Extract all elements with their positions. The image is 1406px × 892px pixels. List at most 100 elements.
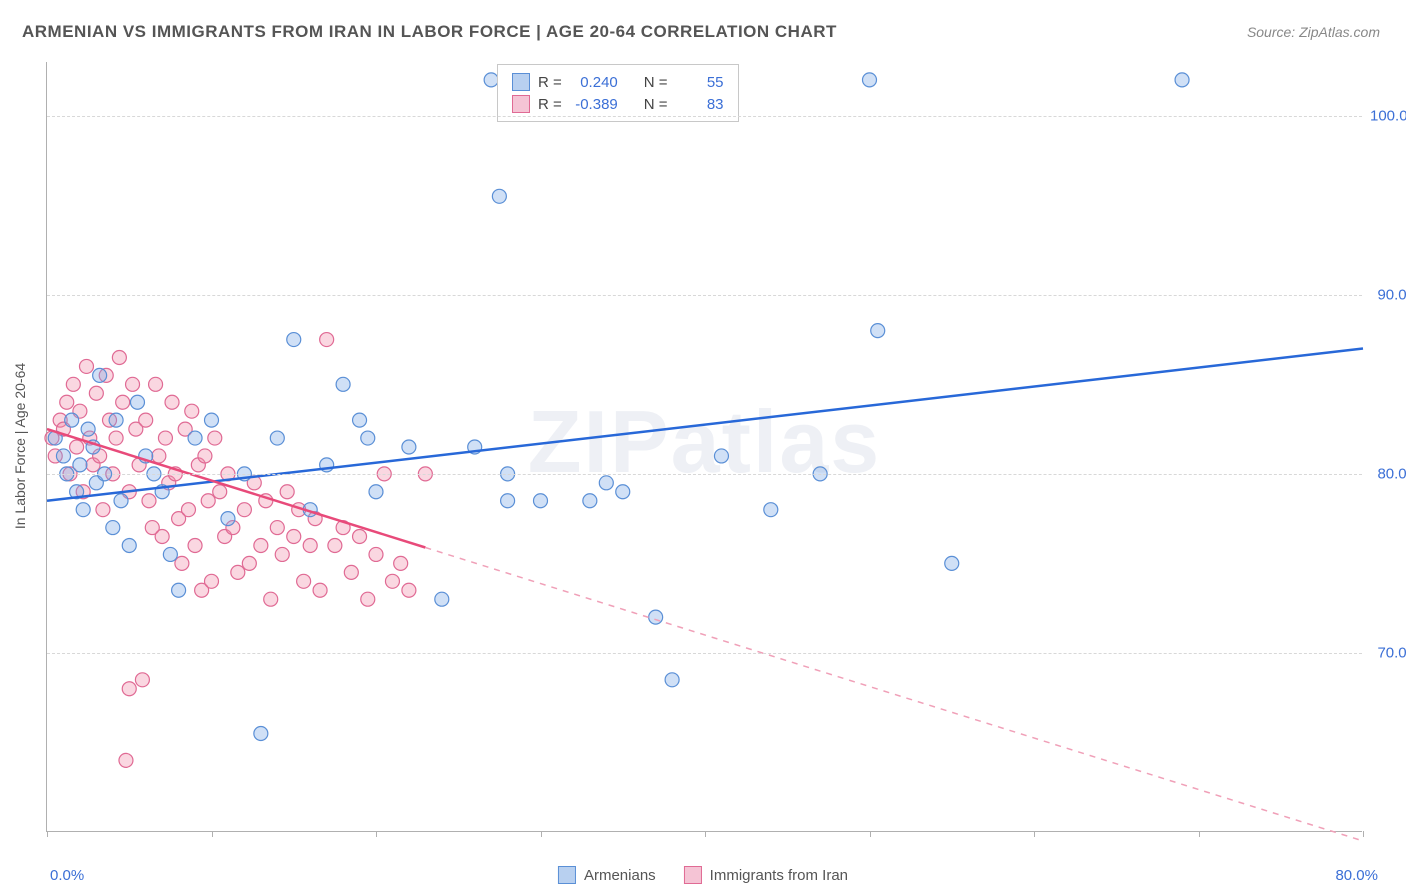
- stats-row: R =-0.389N =83: [512, 93, 724, 115]
- scatter-point: [163, 547, 177, 561]
- x-tick: [1034, 831, 1035, 837]
- scatter-point: [96, 503, 110, 517]
- scatter-point: [56, 449, 70, 463]
- scatter-point: [155, 530, 169, 544]
- x-tick: [1199, 831, 1200, 837]
- scatter-point: [60, 395, 74, 409]
- scatter-point: [149, 377, 163, 391]
- scatter-point: [287, 530, 301, 544]
- scatter-point: [871, 324, 885, 338]
- gridline-h: [47, 474, 1362, 475]
- scatter-point: [328, 538, 342, 552]
- scatter-point: [81, 422, 95, 436]
- scatter-point: [165, 395, 179, 409]
- scatter-point: [254, 538, 268, 552]
- scatter-point: [280, 485, 294, 499]
- scatter-point: [385, 574, 399, 588]
- scatter-point: [649, 610, 663, 624]
- x-tick: [870, 831, 871, 837]
- legend-swatch: [558, 866, 576, 884]
- scatter-point: [303, 538, 317, 552]
- scatter-point: [242, 556, 256, 570]
- legend-swatch: [512, 73, 530, 91]
- x-axis-min-label: 0.0%: [50, 867, 84, 884]
- scatter-point: [172, 583, 186, 597]
- x-tick: [1363, 831, 1364, 837]
- scatter-point: [764, 503, 778, 517]
- scatter-point: [270, 521, 284, 535]
- scatter-point: [945, 556, 959, 570]
- scatter-point: [287, 333, 301, 347]
- legend-label: Armenians: [584, 867, 656, 884]
- legend-swatch: [512, 95, 530, 113]
- x-tick: [212, 831, 213, 837]
- legend-item: Immigrants from Iran: [684, 866, 848, 884]
- scatter-point: [116, 395, 130, 409]
- scatter-point: [175, 556, 189, 570]
- stats-box: R =0.240N =55R =-0.389N =83: [497, 64, 739, 122]
- scatter-point: [344, 565, 358, 579]
- x-tick: [705, 831, 706, 837]
- scatter-point: [264, 592, 278, 606]
- chart-title: ARMENIAN VS IMMIGRANTS FROM IRAN IN LABO…: [22, 22, 837, 42]
- scatter-point: [353, 530, 367, 544]
- scatter-point: [188, 431, 202, 445]
- x-tick: [541, 831, 542, 837]
- scatter-point: [139, 413, 153, 427]
- scatter-point: [1175, 73, 1189, 87]
- scatter-point: [205, 413, 219, 427]
- scatter-point: [106, 521, 120, 535]
- y-axis-title: In Labor Force | Age 20-64: [12, 363, 28, 529]
- legend-swatch: [684, 866, 702, 884]
- scatter-point: [599, 476, 613, 490]
- n-label: N =: [644, 74, 668, 91]
- scatter-point: [66, 377, 80, 391]
- legend-label: Immigrants from Iran: [710, 867, 848, 884]
- scatter-point: [275, 547, 289, 561]
- x-tick: [47, 831, 48, 837]
- r-value: -0.389: [570, 96, 618, 113]
- scatter-point: [198, 449, 212, 463]
- scatter-point: [583, 494, 597, 508]
- trend-line-solid: [47, 349, 1363, 501]
- gridline-h: [47, 653, 1362, 654]
- scatter-point: [369, 485, 383, 499]
- y-tick-label: 70.0%: [1370, 644, 1406, 661]
- scatter-point: [231, 565, 245, 579]
- scatter-point: [188, 538, 202, 552]
- scatter-point: [73, 458, 87, 472]
- scatter-point: [122, 538, 136, 552]
- scatter-point: [336, 377, 350, 391]
- scatter-point: [114, 494, 128, 508]
- scatter-point: [665, 673, 679, 687]
- scatter-point: [353, 413, 367, 427]
- x-axis-max-label: 80.0%: [1335, 867, 1378, 884]
- n-value: 83: [676, 96, 724, 113]
- scatter-point: [501, 494, 515, 508]
- scatter-point: [270, 431, 284, 445]
- scatter-point: [135, 673, 149, 687]
- scatter-point: [109, 413, 123, 427]
- scatter-point: [158, 431, 172, 445]
- scatter-point: [142, 494, 156, 508]
- scatter-point: [221, 512, 235, 526]
- scatter-point: [70, 440, 84, 454]
- scatter-point: [863, 73, 877, 87]
- y-tick-label: 100.0%: [1370, 107, 1406, 124]
- n-label: N =: [644, 96, 668, 113]
- trend-line-dashed: [425, 548, 1363, 841]
- stats-row: R =0.240N =55: [512, 71, 724, 93]
- scatter-point: [320, 333, 334, 347]
- scatter-point: [112, 350, 126, 364]
- scatter-point: [205, 574, 219, 588]
- scatter-point: [297, 574, 311, 588]
- scatter-point: [616, 485, 630, 499]
- scatter-point: [237, 503, 251, 517]
- scatter-point: [89, 386, 103, 400]
- scatter-point: [435, 592, 449, 606]
- plot-area: ZIPatlas R =0.240N =55R =-0.389N =83 70.…: [46, 62, 1362, 832]
- scatter-point: [65, 413, 79, 427]
- scatter-point: [122, 682, 136, 696]
- scatter-point: [185, 404, 199, 418]
- scatter-point: [492, 189, 506, 203]
